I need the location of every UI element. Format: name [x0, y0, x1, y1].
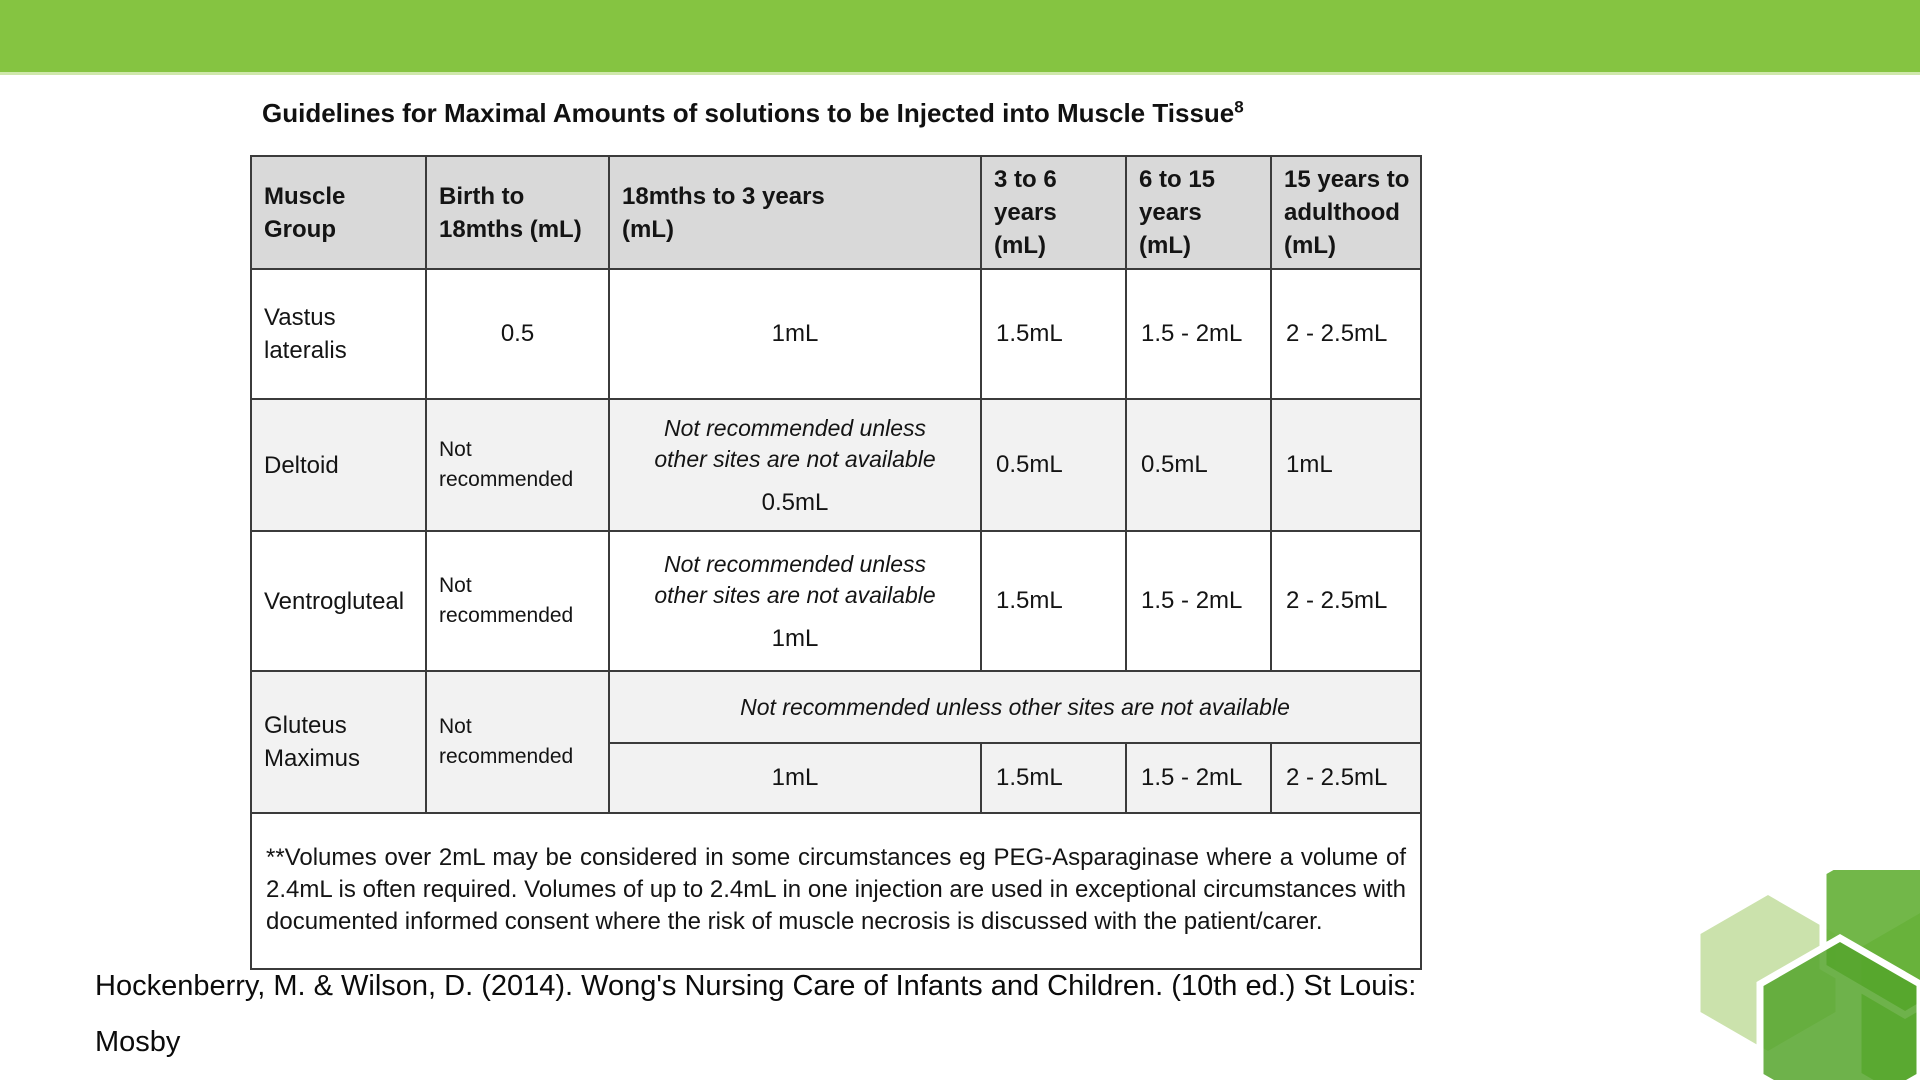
- page-title-text: Guidelines for Maximal Amounts of soluti…: [262, 98, 1235, 128]
- header-18mths-to-3-years: 18mths to 3 years (mL): [608, 154, 982, 271]
- cell-ventrogluteal-18m-3y: Not recommended unless other sites are n…: [608, 530, 982, 673]
- cell-ventrogluteal-15y-adult: 2 - 2.5mL: [1270, 530, 1422, 673]
- cell-deltoid-name: Deltoid: [250, 398, 427, 533]
- citation: Hockenberry, M. & Wilson, D. (2014). Won…: [95, 958, 1416, 1070]
- cell-gluteus-15y-adult: 2 - 2.5mL: [1270, 742, 1422, 815]
- cell-vastus-birth-18m: 0.5: [425, 268, 610, 401]
- citation-line-2: Mosby: [95, 1026, 181, 1058]
- deltoid-note-value: 0.5mL: [761, 489, 829, 517]
- cell-vastus-3-6y: 1.5mL: [980, 268, 1127, 401]
- cell-vastus-18m-3y: 1mL: [608, 268, 982, 401]
- cell-deltoid-3-6y: 0.5mL: [980, 398, 1127, 533]
- cell-deltoid-18m-3y: Not recommended unless other sites are n…: [608, 398, 982, 533]
- cell-deltoid-15y-adult: 1mL: [1270, 398, 1422, 533]
- ventrogluteal-note-text: Not recommended unless other sites are n…: [654, 551, 936, 609]
- cell-gluteus-birth-18m: Not recommended: [425, 670, 610, 815]
- title-superscript: 8: [1234, 97, 1244, 117]
- cell-vastus-6-15y: 1.5 - 2mL: [1125, 268, 1272, 401]
- cell-deltoid-birth-18m: Not recommended: [425, 398, 610, 533]
- header-3-to-6-years: 3 to 6 years (mL): [980, 154, 1127, 271]
- deltoid-note-text: Not recommended unless other sites are n…: [654, 415, 936, 473]
- table-row-gluteus-maximus: Gluteus Maximus Not recommended Not reco…: [250, 670, 1422, 815]
- hexagon-decoration-icon: [1693, 870, 1920, 1080]
- cell-ventrogluteal-6-15y: 1.5 - 2mL: [1125, 530, 1272, 673]
- cell-vastus-name: Vastus lateralis: [250, 268, 427, 401]
- page-title: Guidelines for Maximal Amounts of soluti…: [262, 98, 1244, 129]
- cell-gluteus-merged-note: Not recommended unless other sites are n…: [608, 670, 1422, 745]
- header-birth-to-18mths: Birth to 18mths (mL): [425, 154, 610, 271]
- cell-gluteus-name: Gluteus Maximus: [250, 670, 427, 815]
- cell-ventrogluteal-name: Ventrogluteal: [250, 530, 427, 673]
- cell-ventrogluteal-birth-18m: Not recommended: [425, 530, 610, 673]
- ventrogluteal-note-value: 1mL: [771, 625, 819, 653]
- cell-ventrogluteal-3-6y: 1.5mL: [980, 530, 1127, 673]
- table-row-ventrogluteal: Ventrogluteal Not recommended Not recomm…: [250, 530, 1422, 673]
- citation-line-1: Hockenberry, M. & Wilson, D. (2014). Won…: [95, 970, 1417, 1002]
- hexagon-dark: [1756, 933, 1920, 1080]
- table-row-deltoid: Deltoid Not recommended Not recommended …: [250, 398, 1422, 533]
- top-green-bar: [0, 0, 1920, 75]
- table-footnote: **Volumes over 2mL may be considered in …: [250, 812, 1422, 971]
- header-muscle-group: Muscle Group: [250, 154, 427, 271]
- table-header-row: Muscle Group Birth to 18mths (mL) 18mths…: [250, 154, 1422, 271]
- header-6-to-15-years: 6 to 15 years (mL): [1125, 154, 1272, 271]
- cell-gluteus-3-6y: 1.5mL: [980, 742, 1127, 815]
- table-footnote-row: **Volumes over 2mL may be considered in …: [250, 812, 1422, 971]
- guidelines-table: Muscle Group Birth to 18mths (mL) 18mths…: [250, 154, 1422, 971]
- table-wrap: Muscle Group Birth to 18mths (mL) 18mths…: [250, 154, 1422, 971]
- cell-gluteus-6-15y: 1.5 - 2mL: [1125, 742, 1272, 815]
- header-18mths-to-3-years-label: 18mths to 3 years (mL): [622, 182, 825, 243]
- header-15-years-to-adulthood: 15 years to adulthood (mL): [1270, 154, 1422, 271]
- cell-vastus-15y-adult: 2 - 2.5mL: [1270, 268, 1422, 401]
- cell-deltoid-6-15y: 0.5mL: [1125, 398, 1272, 533]
- cell-gluteus-18m-3y: 1mL: [608, 742, 982, 815]
- table-row-gluteus-values: 1mL 1.5mL 1.5 - 2mL 2 - 2.5mL: [251, 742, 1422, 815]
- table-row-vastus-lateralis: Vastus lateralis 0.5 1mL 1.5mL 1.5 - 2mL…: [250, 268, 1422, 401]
